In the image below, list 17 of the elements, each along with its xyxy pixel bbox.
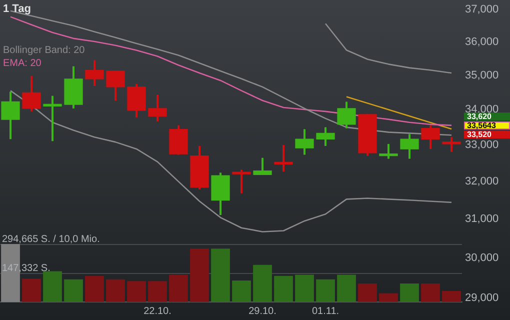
y-tick-label: 31,000	[465, 213, 499, 226]
y-tick-label: 37,000	[465, 4, 499, 16]
y-tick-label: 30,000	[465, 252, 499, 264]
y-tick-label: 35,000	[465, 69, 499, 82]
text: 33,5643	[467, 121, 496, 130]
x-tick-label: 22.10.	[144, 306, 172, 317]
series-label: Bollinger Band: 20	[3, 44, 85, 57]
chart-subtitle: 1 Tag	[3, 3, 31, 15]
y-tick-label: 36,000	[465, 36, 499, 48]
ref-line-label: 294,665 S. / 10,0 Mio.	[2, 234, 100, 245]
x-tick-label: 29.10.	[248, 306, 276, 317]
y-tick-label: 33,000	[465, 139, 499, 152]
text: EMA: 20	[3, 57, 42, 70]
x-tick-label: 01.11.	[312, 306, 340, 317]
text: 33,520	[467, 130, 492, 140]
y-tick-label: 32,000	[465, 176, 499, 188]
y-tick-label: 29,000	[465, 292, 499, 304]
